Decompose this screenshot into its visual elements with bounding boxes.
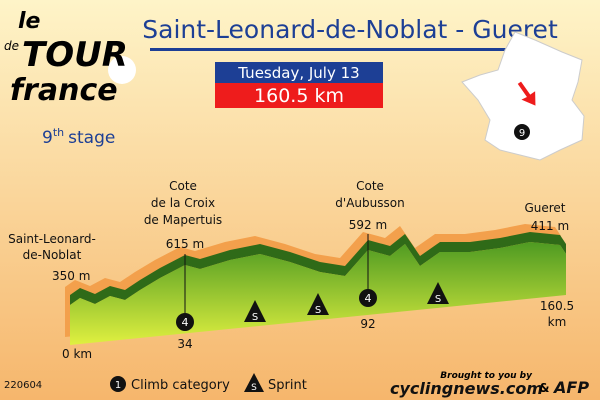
code: 220604 — [4, 380, 42, 391]
finish-altitude: 411 m — [531, 219, 569, 233]
start-altitude: 350 m — [52, 269, 90, 283]
text-line: Cote — [169, 179, 197, 193]
climb-category: 4 — [182, 316, 189, 329]
climb-1-km: 34 — [177, 337, 192, 351]
text-line: Cote — [356, 179, 384, 193]
climb-2-name: Cote d'Aubusson — [335, 179, 404, 210]
legend-climb-icon — [110, 376, 126, 392]
credit-agency: AFP — [552, 378, 589, 397]
map-arrow — [517, 81, 536, 106]
logo-de: de — [4, 39, 19, 53]
climb-2-altitude: 592 m — [349, 218, 387, 232]
climb-2-km: 92 — [360, 317, 375, 331]
sprint-marker — [307, 293, 329, 315]
credit-site: cyclingnews.com — [390, 379, 543, 398]
profile: 4 4 S S S — [65, 224, 566, 345]
climb-1-name: Cote de la Croix de Mapertuis — [144, 179, 222, 227]
start-name: Saint-Leonard-de-Noblat — [8, 232, 96, 262]
date-box — [215, 62, 383, 83]
climb-marker — [359, 289, 377, 307]
credit-prefix: Brought to you by — [440, 371, 533, 381]
text-line: Saint-Leonard- — [8, 232, 96, 246]
finish-km: 160.5 km — [540, 299, 574, 329]
date: Tuesday, July 13 — [237, 64, 359, 82]
distance-box — [215, 83, 383, 108]
sprint-label: S — [252, 312, 258, 323]
text-line: de Mapertuis — [144, 213, 222, 227]
map-shape — [461, 31, 585, 161]
stage-suffix: th — [53, 126, 64, 139]
stage-number: 9 — [42, 128, 53, 148]
sprint-marker — [427, 282, 449, 304]
logo: le TOUR de france — [4, 9, 136, 108]
sprint-label: S — [435, 294, 441, 305]
text-line: d'Aubusson — [335, 196, 404, 210]
logo-france: france — [10, 73, 118, 108]
sprint-label: S — [315, 305, 321, 316]
logo-sun — [108, 56, 136, 84]
stage-label: 9th stage — [42, 126, 115, 148]
france-map: 9 — [461, 31, 585, 161]
climb-category: 4 — [365, 292, 372, 305]
map-marker — [514, 124, 530, 140]
climb-marker — [176, 313, 194, 331]
text-line: 160.5 — [540, 299, 574, 313]
title: Saint-Leonard-de-Noblat - Gueret — [142, 15, 558, 44]
finish-name: Gueret — [524, 201, 565, 215]
legend-sprint-icon — [244, 373, 264, 392]
legend-climb: Climb category — [131, 378, 230, 393]
stage-word: stage — [68, 128, 115, 148]
profile-top — [70, 232, 566, 305]
logo-tour: TOUR — [22, 35, 128, 75]
map-marker-label: 9 — [519, 128, 525, 139]
legend-climb-icon-label: 1 — [115, 380, 121, 391]
text-line: km — [548, 315, 567, 329]
distance: 160.5 km — [254, 85, 344, 107]
start-km: 0 km — [62, 347, 92, 361]
text-line: de-Noblat — [23, 248, 82, 262]
climb-1-altitude: 615 m — [166, 237, 204, 251]
title-rule — [150, 48, 550, 51]
credit-amp: & — [539, 381, 549, 395]
logo-le: le — [18, 9, 41, 34]
text-line: de la Croix — [151, 196, 215, 210]
legend-sprint: Sprint — [268, 378, 307, 393]
sprint-marker — [244, 300, 266, 322]
legend-sprint-icon-label: S — [251, 383, 257, 393]
